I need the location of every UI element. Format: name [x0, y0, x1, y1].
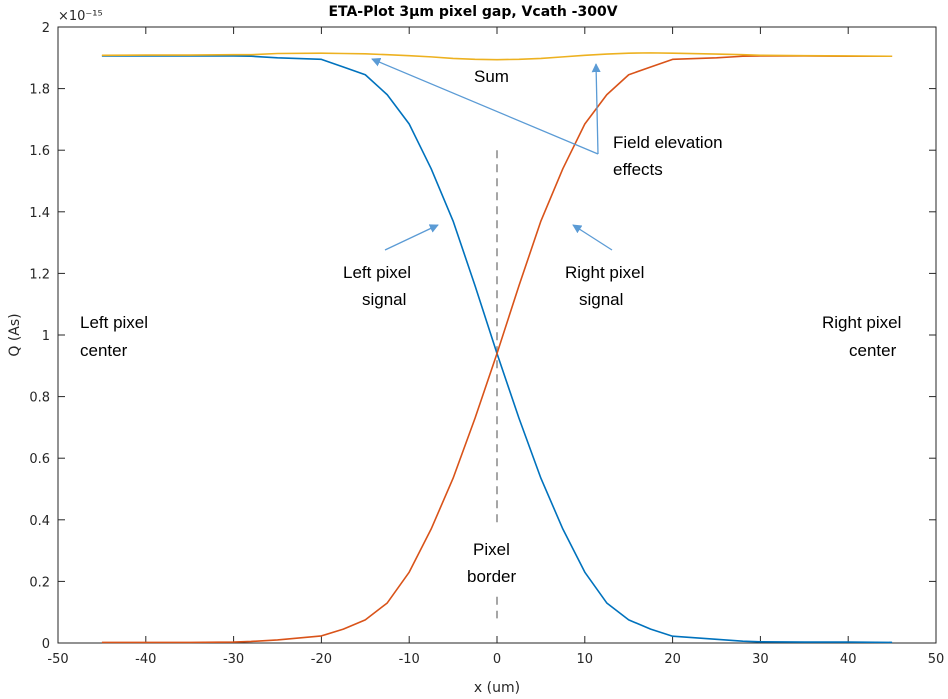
- annotation-left-center-line2: center: [80, 341, 128, 360]
- y-axis-ticks: 0 0.2 0.4 0.6 0.8 1 1.2 1.4 1.6 1.8 2: [29, 21, 936, 652]
- x-tick-label: -10: [399, 652, 420, 667]
- y-tick-label: 1.2: [29, 267, 50, 282]
- x-tick-label: 50: [928, 652, 945, 667]
- right-signal-arrow: [572, 224, 613, 251]
- y-axis-exponent: ×10⁻¹⁵: [58, 9, 103, 24]
- y-tick-label: 1.4: [29, 206, 50, 221]
- right-pixel-signal-line: [101, 55, 893, 644]
- y-tick-label: 0.4: [29, 514, 50, 529]
- x-tick-label: 30: [752, 652, 769, 667]
- x-tick-label: -30: [223, 652, 244, 667]
- x-tick-label: 10: [577, 652, 594, 667]
- y-tick-label: 1.8: [29, 83, 50, 98]
- annotation-right-center-line2: center: [849, 341, 897, 360]
- x-tick-label: 40: [840, 652, 857, 667]
- annotation-pixel-border-line2: border: [467, 567, 516, 586]
- field-effect-arrow-left: [371, 57, 599, 155]
- x-tick-label: -20: [311, 652, 332, 667]
- annotation-field-elevation-line1: Field elevation: [613, 133, 723, 152]
- y-tick-label: 0.2: [29, 575, 50, 590]
- y-tick-label: 0: [42, 637, 50, 652]
- x-tick-label: -50: [47, 652, 68, 667]
- annotation-field-elevation-line2: effects: [613, 160, 663, 179]
- sum-line: [101, 52, 893, 61]
- y-tick-label: 1: [42, 329, 50, 344]
- y-tick-label: 2: [42, 21, 50, 36]
- y-axis-title: Q (As): [7, 313, 23, 356]
- annotation-left-signal-line1: Left pixel: [343, 263, 411, 282]
- annotation-right-signal-line1: Right pixel: [565, 263, 644, 282]
- annotation-pixel-border-line1: Pixel: [473, 540, 510, 559]
- x-tick-label: 0: [493, 652, 501, 667]
- x-axis-title: x (um): [474, 680, 520, 696]
- chart-title: ETA-Plot 3µm pixel gap, Vcath -300V: [328, 4, 617, 20]
- annotation-left-center-line1: Left pixel: [80, 313, 148, 332]
- annotation-sum: Sum: [474, 67, 509, 86]
- field-effect-arrow-right: [591, 63, 601, 155]
- y-tick-label: 1.6: [29, 144, 50, 159]
- x-tick-label: 20: [664, 652, 681, 667]
- y-tick-label: 0.6: [29, 452, 50, 467]
- left-signal-arrow: [384, 224, 439, 251]
- x-axis-ticks: -50 -40 -30 -20 -10 0 10 20 30 40 50: [47, 27, 944, 667]
- annotation-left-signal-line2: signal: [362, 290, 406, 309]
- series-layer: [101, 52, 893, 644]
- y-tick-label: 0.8: [29, 391, 50, 406]
- annotation-right-center-line1: Right pixel: [822, 313, 901, 332]
- annotation-arrows: [371, 57, 613, 251]
- annotation-right-signal-line2: signal: [579, 290, 623, 309]
- x-tick-label: -40: [135, 652, 156, 667]
